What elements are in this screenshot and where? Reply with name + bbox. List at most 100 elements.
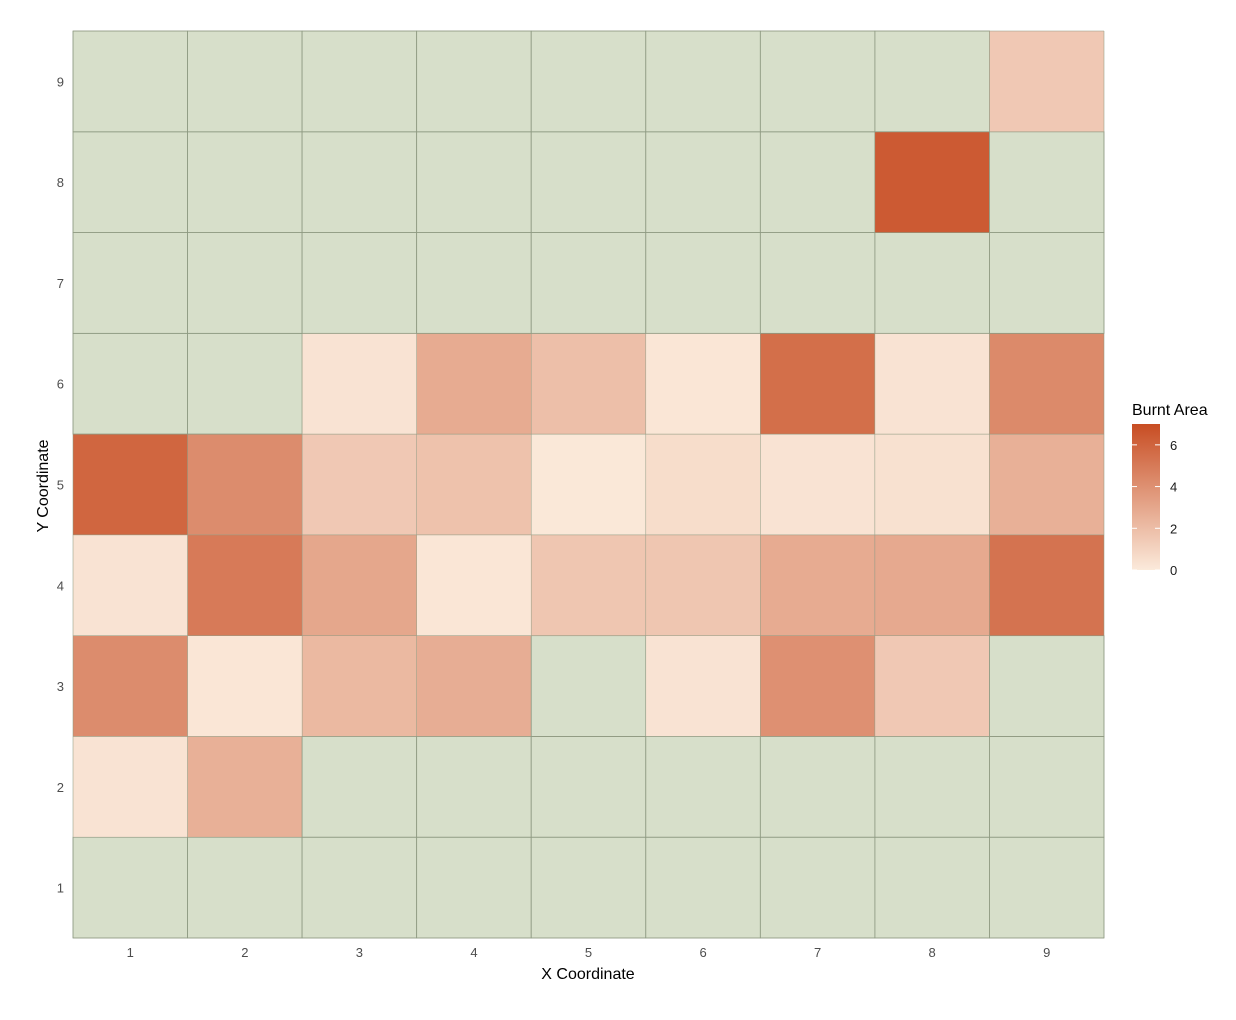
heatmap-cell-x2-y6 — [187, 332, 303, 435]
heatmap-cell-x1-y6 — [72, 332, 188, 435]
heatmap-cell-x2-y9 — [187, 30, 303, 133]
heatmap-cell-x2-y7 — [187, 232, 303, 334]
heatmap-cell-x1-y5 — [72, 434, 188, 535]
heatmap-cell-x8-y9 — [874, 30, 990, 133]
heatmap-cell-x8-y3 — [874, 635, 990, 737]
y-tick-label: 8 — [57, 175, 64, 190]
heatmap-cell-x4-y6 — [416, 333, 532, 435]
heatmap-cell-x7-y4 — [760, 534, 875, 636]
legend-colorbar — [1132, 424, 1160, 570]
heatmap-cell-x4-y3 — [416, 635, 532, 737]
heatmap-cell-x9-y6 — [989, 333, 1105, 435]
legend-tick-label: 6 — [1170, 438, 1177, 453]
heatmap-cell-x4-y1 — [416, 836, 532, 939]
y-tick-label: 5 — [57, 478, 64, 493]
heatmap-cell-x4-y2 — [416, 736, 532, 838]
legend-tick-label: 2 — [1170, 521, 1177, 536]
x-axis-title: X Coordinate — [541, 966, 634, 983]
heatmap-cell-x7-y2 — [759, 736, 876, 838]
x-tick-label: 6 — [699, 945, 706, 960]
y-tick-label: 4 — [57, 578, 64, 593]
heatmap-cell-x6-y3 — [645, 635, 761, 737]
heatmap-cell-x8-y4 — [874, 534, 990, 636]
legend: Burnt Area 0 2 4 6 — [1132, 402, 1208, 578]
heatmap-cell-x7-y8 — [759, 131, 876, 233]
heatmap-cell-x5-y6 — [531, 333, 646, 435]
x-tick-label: 8 — [929, 945, 936, 960]
heatmap-cell-x1-y3 — [72, 635, 188, 737]
heatmap-cell-x2-y3 — [187, 635, 303, 737]
heatmap-cell-x6-y2 — [645, 736, 761, 838]
y-tick-label: 7 — [57, 276, 64, 291]
heatmap-cell-x2-y8 — [187, 131, 303, 233]
heatmap-cell-x8-y1 — [874, 836, 990, 939]
heatmap-cell-x9-y5 — [989, 434, 1105, 535]
heatmap-cell-x5-y2 — [530, 736, 647, 838]
y-tick-label: 2 — [57, 780, 64, 795]
heatmap-cell-x5-y4 — [531, 534, 646, 636]
heatmap-cell-x7-y9 — [759, 30, 876, 133]
heatmap-cell-x1-y2 — [72, 736, 188, 838]
heatmap-cell-x9-y9 — [989, 30, 1105, 132]
heatmap-cell-x6-y9 — [645, 30, 761, 133]
heatmap-cell-x1-y7 — [72, 232, 188, 334]
y-tick-label: 3 — [57, 679, 64, 694]
heatmap-cell-x1-y4 — [72, 534, 188, 636]
heatmap-cell-x1-y9 — [72, 30, 188, 133]
heatmap-cell-x4-y9 — [416, 30, 532, 133]
heatmap-cell-x3-y3 — [302, 635, 417, 737]
heatmap-cell-x6-y5 — [645, 434, 761, 535]
x-tick-label: 7 — [814, 945, 821, 960]
heatmap-cell-x6-y1 — [645, 836, 761, 939]
heatmap-cell-x3-y6 — [302, 333, 417, 435]
heatmap-cell-x9-y7 — [989, 232, 1105, 334]
legend-ticks: 0 2 4 6 — [1132, 438, 1177, 578]
heatmap-cell-x6-y7 — [645, 232, 761, 334]
heatmap-cell-x3-y1 — [301, 836, 418, 939]
y-tick-label: 1 — [57, 881, 64, 896]
heatmap-cell-x3-y4 — [302, 534, 417, 636]
heatmap-cell-x4-y8 — [416, 131, 532, 233]
x-tick-label: 9 — [1043, 945, 1050, 960]
heatmap-cell-x7-y7 — [759, 232, 876, 334]
heatmap-cell-x2-y1 — [187, 836, 303, 939]
heatmap-cell-x5-y1 — [530, 836, 647, 939]
heatmap-cell-x5-y7 — [530, 232, 647, 334]
heatmap-cell-x3-y7 — [301, 232, 418, 334]
heatmap-cell-x9-y3 — [989, 635, 1105, 737]
heatmap-cell-x2-y4 — [187, 534, 303, 636]
heatmap-cell-x7-y5 — [760, 434, 875, 535]
heatmap-cell-x7-y1 — [759, 836, 876, 939]
heatmap-cells — [72, 30, 1105, 939]
heatmap-cell-x8-y8 — [874, 131, 990, 233]
legend-title: Burnt Area — [1132, 402, 1208, 419]
heatmap-cell-x8-y5 — [874, 434, 990, 535]
heatmap-cell-x3-y2 — [301, 736, 418, 838]
x-tick-label: 5 — [585, 945, 592, 960]
legend-tick-label: 0 — [1170, 563, 1177, 578]
heatmap-cell-x9-y8 — [989, 131, 1105, 233]
heatmap-cell-x6-y4 — [645, 534, 761, 636]
heatmap-cell-x8-y7 — [874, 232, 990, 334]
heatmap-cell-x6-y6 — [645, 333, 761, 435]
y-tick-label: 6 — [57, 377, 64, 392]
x-tick-label: 2 — [241, 945, 248, 960]
heatmap-cell-x5-y9 — [530, 30, 647, 133]
heatmap-cell-x5-y5 — [531, 434, 646, 535]
x-tick-label: 4 — [470, 945, 477, 960]
heatmap-cell-x7-y6 — [760, 333, 875, 435]
heatmap-cell-x5-y8 — [530, 131, 647, 233]
heatmap-cell-x9-y2 — [989, 736, 1105, 838]
x-axis-ticks: 1 2 3 4 5 6 7 8 9 — [127, 945, 1051, 960]
heatmap-cell-x2-y2 — [187, 736, 303, 838]
heatmap-cell-x1-y8 — [72, 131, 188, 233]
heatmap-cell-x4-y7 — [416, 232, 532, 334]
heatmap-cell-x5-y3 — [530, 635, 647, 737]
x-tick-label: 1 — [127, 945, 134, 960]
heatmap-cell-x1-y1 — [72, 836, 188, 939]
heatmap-cell-x3-y8 — [301, 131, 418, 233]
legend-tick-label: 4 — [1170, 480, 1177, 495]
heatmap-cell-x9-y1 — [989, 836, 1105, 939]
heatmap-cell-x4-y5 — [416, 434, 532, 535]
